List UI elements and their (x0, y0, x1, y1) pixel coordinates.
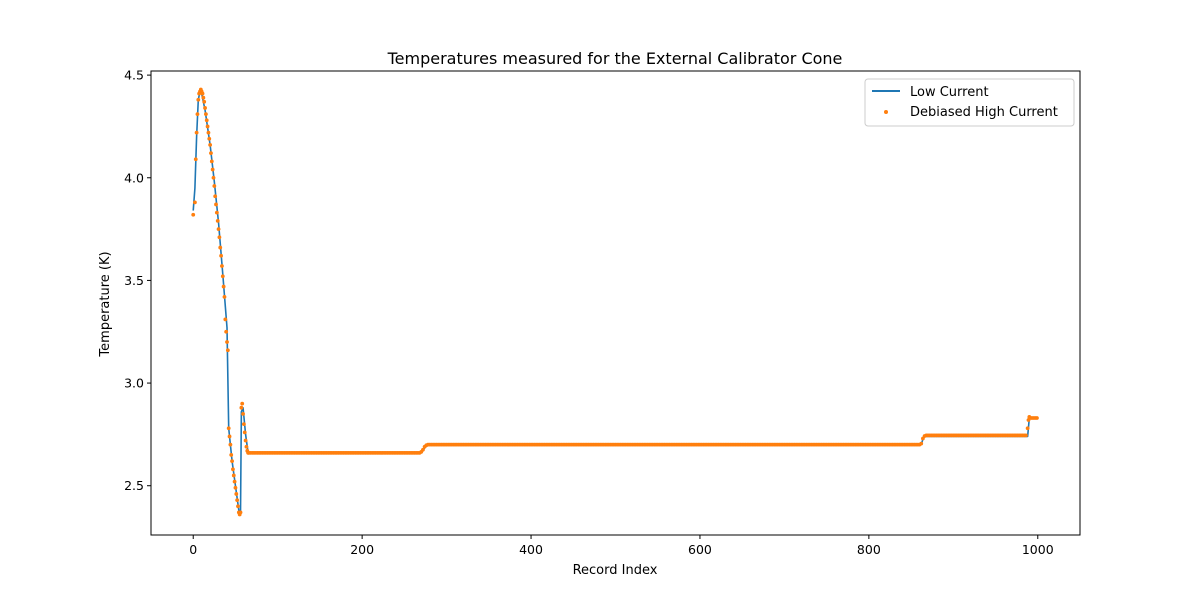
plot-area (191, 87, 1039, 517)
scatter-point (205, 124, 210, 129)
scatter-point (220, 274, 225, 279)
scatter-point (426, 442, 430, 447)
scatter-point (216, 227, 221, 231)
axes: 0 200 400 600 800 1000 2.5 3.0 3.5 4.0 4.5 (124, 68, 1081, 557)
scatter-point (239, 405, 244, 410)
scatter-point (204, 118, 209, 123)
y-tick-label: 3.5 (124, 273, 144, 288)
scatter-point (236, 504, 240, 509)
scatter-point (207, 136, 212, 141)
scatter-point (230, 459, 234, 463)
scatter-point (225, 348, 230, 353)
scatter-point (209, 151, 213, 156)
scatter-point (240, 401, 245, 406)
scatter-point (227, 434, 232, 439)
scatter-point (201, 95, 206, 100)
scatter-point (235, 498, 240, 502)
scatter-point (208, 143, 213, 147)
scatter-point (222, 294, 227, 299)
x-axis-label: Record Index (573, 563, 658, 578)
scatter-point (204, 112, 208, 117)
scatter-point (200, 91, 205, 96)
scatter-point (214, 210, 219, 215)
scatter-point (213, 194, 218, 199)
scatter-point (244, 444, 249, 449)
scatter-point (922, 434, 927, 438)
x-tick-label: 1000 (1022, 542, 1054, 557)
scatter-point (233, 485, 238, 490)
scatter-point (242, 422, 246, 427)
x-tick-label: 400 (519, 542, 543, 557)
scatter-point (234, 492, 239, 496)
scatter-point (206, 130, 211, 135)
scatter-point (919, 441, 924, 446)
legend-dot-swatch (884, 110, 888, 114)
scatter-point (225, 340, 229, 344)
scatter-point (211, 175, 216, 180)
scatter-point (231, 467, 235, 472)
x-tick-label: 800 (857, 542, 881, 557)
legend-label-debiased-high-current: Debiased High Current (910, 105, 1058, 120)
x-tick-label: 600 (688, 542, 712, 557)
scatter-point (210, 167, 215, 172)
scatter-point (226, 426, 231, 431)
scatter-point (243, 438, 248, 443)
scatter-point (203, 106, 207, 110)
scatter-point (1024, 433, 1028, 438)
scatter-point (242, 430, 247, 435)
scatter-point (421, 447, 425, 452)
scatter-point (214, 202, 218, 207)
scatter-point (209, 159, 214, 164)
scatter-point (232, 479, 237, 484)
legend: Low Current Debiased High Current (864, 78, 1075, 127)
scatter-point (220, 264, 224, 268)
scatter-point (229, 453, 234, 457)
y-tick-label: 2.5 (124, 478, 144, 493)
y-tick-label: 3.0 (124, 376, 144, 391)
x-tick-label: 0 (189, 542, 197, 557)
scatter-point (221, 284, 226, 289)
y-tick-label: 4.0 (124, 170, 144, 185)
axes-frame (150, 70, 1081, 536)
scatter-point (218, 245, 223, 250)
y-tick-label: 4.5 (124, 68, 144, 83)
scatter-point (191, 212, 196, 217)
scatter-point (231, 473, 236, 478)
scatter-point (193, 200, 197, 205)
scatter-point (202, 99, 207, 104)
scatter-point (228, 442, 233, 447)
scatter-point (219, 253, 224, 258)
scatter-point (1025, 426, 1030, 431)
scatter-point (196, 97, 201, 102)
scatter-point (1027, 415, 1032, 419)
scatter-point (193, 157, 198, 162)
legend-box (864, 78, 1075, 127)
scatter-point (224, 329, 229, 334)
scatter-point (1035, 416, 1039, 420)
scatter-point (217, 235, 222, 240)
scatter-point (1026, 418, 1031, 422)
scatter-point (212, 184, 217, 188)
scatter-point (241, 411, 245, 416)
scatter-point (223, 317, 228, 322)
scatter-point (195, 112, 200, 117)
chart-title: Temperatures measured for the External C… (387, 49, 843, 68)
x-tick-label: 200 (350, 542, 374, 557)
legend-label-low-current: Low Current (910, 85, 989, 100)
scatter-point (215, 218, 220, 223)
scatter-point (194, 130, 199, 135)
y-axis-label: Temperature (K) (98, 251, 113, 357)
scatter-point (238, 510, 243, 515)
